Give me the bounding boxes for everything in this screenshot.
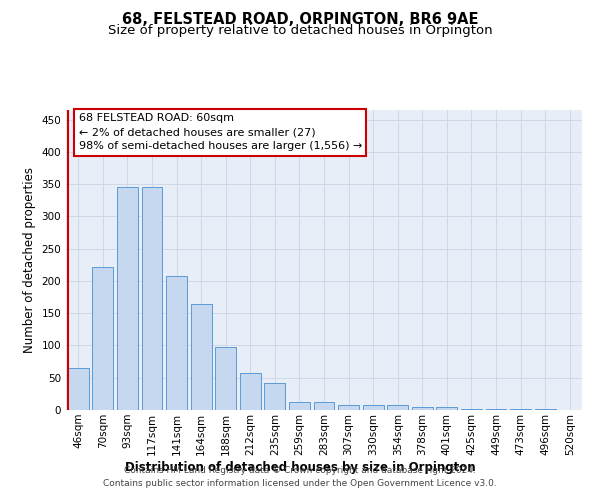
Bar	[166, 276, 187, 410]
Text: 68, FELSTEAD ROAD, ORPINGTON, BR6 9AE: 68, FELSTEAD ROAD, ORPINGTON, BR6 9AE	[122, 12, 478, 28]
Text: Distribution of detached houses by size in Orpington: Distribution of detached houses by size …	[125, 461, 475, 474]
Bar	[485, 408, 506, 410]
Text: 68 FELSTEAD ROAD: 60sqm
← 2% of detached houses are smaller (27)
98% of semi-det: 68 FELSTEAD ROAD: 60sqm ← 2% of detached…	[79, 113, 362, 151]
Bar	[142, 188, 163, 410]
Bar	[362, 405, 383, 410]
Bar	[265, 383, 286, 410]
Text: Size of property relative to detached houses in Orpington: Size of property relative to detached ho…	[107, 24, 493, 37]
Bar	[191, 304, 212, 410]
Bar	[338, 405, 359, 410]
Bar	[240, 373, 261, 410]
Bar	[92, 267, 113, 410]
Bar	[387, 405, 408, 410]
Bar	[436, 407, 457, 410]
Bar	[314, 402, 334, 410]
Bar	[461, 408, 482, 410]
Y-axis label: Number of detached properties: Number of detached properties	[23, 167, 36, 353]
Bar	[117, 188, 138, 410]
Bar	[289, 402, 310, 410]
Bar	[215, 348, 236, 410]
Bar	[68, 368, 89, 410]
Bar	[412, 407, 433, 410]
Text: Contains HM Land Registry data © Crown copyright and database right 2024.
Contai: Contains HM Land Registry data © Crown c…	[103, 466, 497, 487]
